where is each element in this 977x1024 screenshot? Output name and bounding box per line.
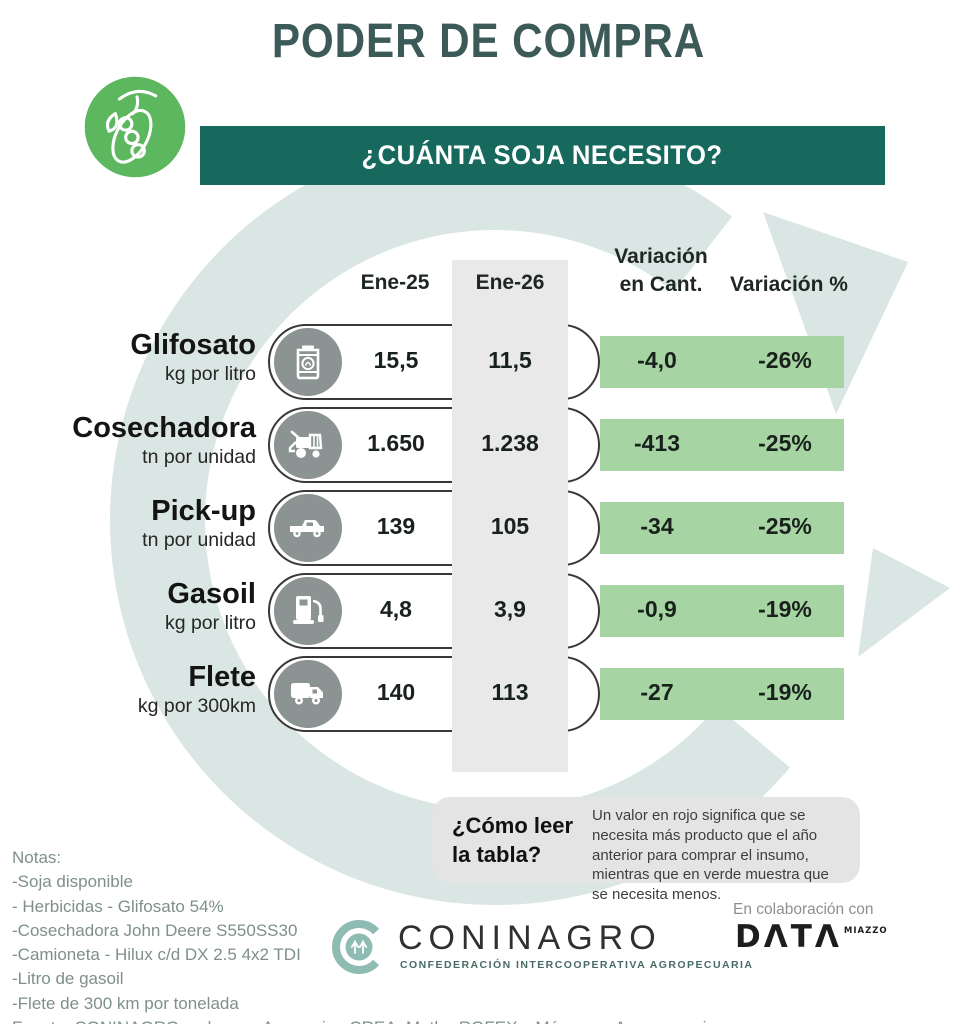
- value-var-pct: -25%: [758, 513, 812, 539]
- variation-bar: [600, 585, 844, 637]
- how-to-read-title: ¿Cómo leer la tabla?: [452, 813, 574, 867]
- notes-heading: Notas:: [12, 848, 62, 867]
- miazzo-label: MIAZZO: [843, 926, 888, 936]
- column-header-ene26: Ene-26: [475, 271, 545, 294]
- herbicide-jug-icon: [274, 328, 342, 396]
- note-item: -Camioneta - Hilux c/d DX 2.5 4x2 TDI: [12, 945, 301, 965]
- value-ene26: 11,5: [488, 347, 532, 373]
- value-ene25: 1.650: [367, 430, 425, 456]
- coninagro-logo-icon: [328, 916, 390, 983]
- notes-block: Notas: -Soja disponible - Herbicidas - G…: [12, 846, 724, 1024]
- delivery-truck-icon: [274, 660, 342, 728]
- value-ene26: 3,9: [494, 596, 526, 622]
- note-item: -Flete de 300 km por tonelada: [12, 993, 239, 1013]
- soybean-badge: [78, 70, 192, 184]
- column-header-ene25: Ene-25: [360, 271, 430, 294]
- subtitle-banner: ¿CUÁNTA SOJA NECESITO?: [200, 126, 885, 185]
- pickup-truck-icon: [274, 494, 342, 562]
- ene26-column-band: [452, 260, 568, 772]
- collaboration-label: En colaboración con: [733, 901, 874, 918]
- how-to-read-body: Un valor en rojo significa que se necesi…: [592, 807, 829, 904]
- value-ene25: 140: [376, 679, 416, 705]
- source-line: Fuente: CONINAGRO en base a Agroseries-C…: [12, 1016, 724, 1024]
- value-var-pct: -26%: [758, 347, 812, 373]
- soybean-icon: [79, 71, 191, 183]
- row-label-glifosato: Glifosato kg por litro: [130, 329, 256, 386]
- variation-bar: [600, 336, 844, 388]
- variation-bar: [600, 419, 844, 471]
- row-label-pickup: Pick-up tn por unidad: [142, 495, 256, 552]
- subtitle-text: ¿CUÁNTA SOJA NECESITO?: [361, 140, 724, 170]
- value-var-pct: -25%: [758, 430, 812, 456]
- value-var-cant: -34: [640, 513, 674, 539]
- row-label-cosechadora: Cosechadora tn por unidad: [72, 412, 256, 469]
- how-to-read-box: ¿Cómo leer la tabla? Un valor en rojo si…: [432, 797, 860, 903]
- combine-harvester-icon: [274, 411, 342, 479]
- variation-bar: [600, 502, 844, 554]
- value-ene25: 4,8: [380, 596, 412, 622]
- note-item: - Herbicidas - Glifosato 54%: [12, 896, 224, 916]
- value-var-cant: -27: [640, 679, 674, 705]
- fuel-pump-icon: [274, 577, 342, 645]
- value-var-pct: -19%: [758, 679, 812, 705]
- value-var-cant: -4,0: [637, 347, 677, 373]
- row-label-flete: Flete kg por 300km: [137, 661, 256, 718]
- column-header-variacion-cant-line1: Variación: [614, 245, 708, 268]
- value-var-cant: -413: [633, 430, 681, 456]
- value-ene26: 113: [491, 679, 529, 705]
- column-header-variacion-pct: Variación %: [730, 273, 848, 296]
- value-var-cant: -0,9: [637, 596, 677, 622]
- value-ene25: 15,5: [373, 347, 419, 373]
- note-item: -Litro de gasoil: [12, 969, 124, 989]
- value-ene26: 1.238: [481, 430, 539, 456]
- note-item: -Soja disponible: [12, 872, 133, 892]
- value-ene25: 139: [376, 513, 416, 539]
- value-var-pct: -19%: [758, 596, 812, 622]
- coninagro-wordmark: CONINAGRO: [398, 919, 662, 957]
- value-ene26: 105: [490, 513, 530, 539]
- note-item: -Cosechadora John Deere S550SS30: [12, 920, 298, 940]
- row-label-gasoil: Gasoil kg por litro: [164, 578, 256, 635]
- data-miazzo-logo: DΛTΛ MIAZZO: [735, 919, 888, 955]
- coninagro-tagline: CONFEDERACIÓN INTERCOOPERATIVA AGROPECUA…: [400, 959, 754, 971]
- column-header-variacion-cant-line2: en Cant.: [619, 273, 703, 296]
- page-title: PODER DE COMPRA: [271, 15, 706, 68]
- variation-bar: [600, 668, 844, 720]
